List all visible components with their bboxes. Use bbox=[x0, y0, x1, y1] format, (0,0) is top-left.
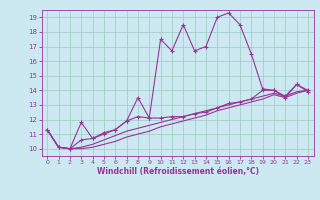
X-axis label: Windchill (Refroidissement éolien,°C): Windchill (Refroidissement éolien,°C) bbox=[97, 167, 259, 176]
